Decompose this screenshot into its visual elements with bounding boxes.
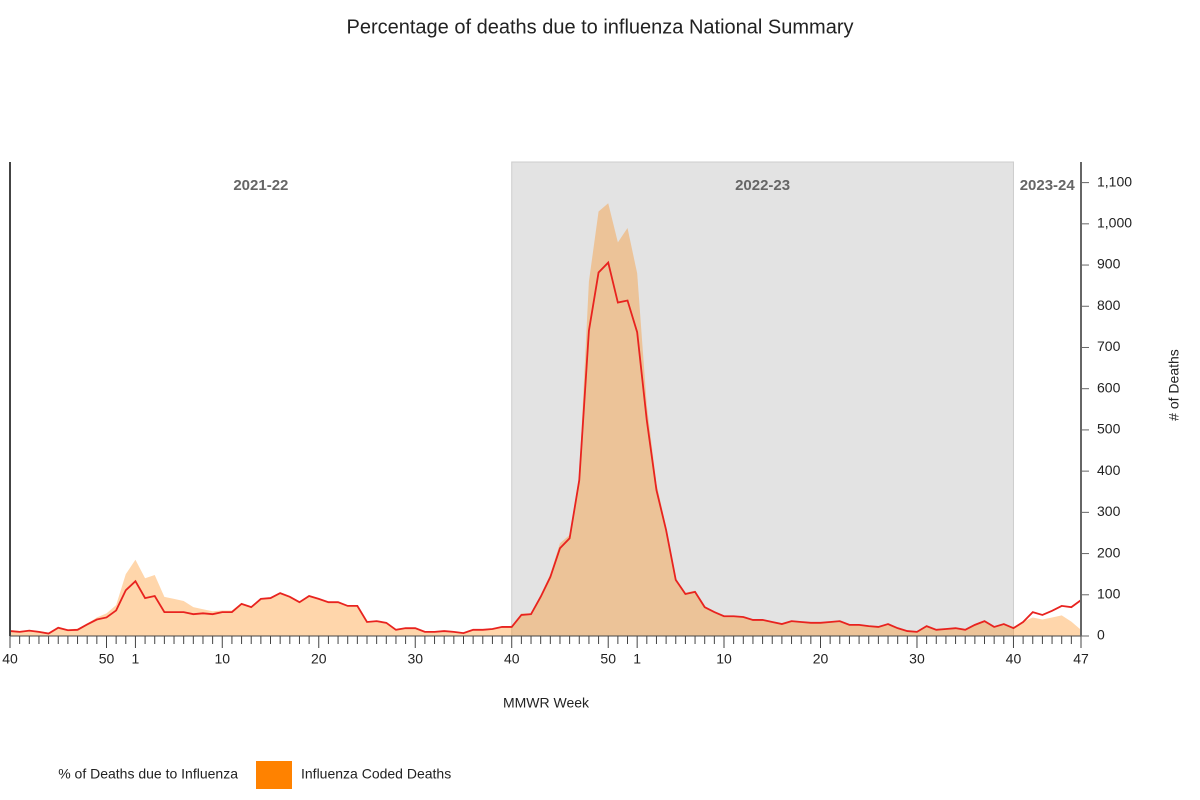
legend-label: % of Deaths due to Influenza	[58, 766, 238, 782]
season-label: 2021-22	[233, 177, 288, 194]
x-tick-label: 30	[909, 651, 925, 667]
legend-swatch	[256, 761, 292, 789]
y2-axis-label: # of Deaths	[1166, 349, 1182, 421]
y2-tick-label: 100	[1097, 585, 1121, 601]
season-label: 2023-24	[1020, 177, 1076, 194]
x-tick-label: 40	[1006, 651, 1022, 667]
x-tick-label: 10	[716, 651, 732, 667]
y2-tick-label: 500	[1097, 421, 1121, 437]
x-tick-label: 50	[600, 651, 616, 667]
x-tick-label: 1	[633, 651, 641, 667]
x-axis-label: MMWR Week	[503, 695, 590, 711]
y2-tick-label: 0	[1097, 627, 1105, 643]
y2-tick-label: 900	[1097, 256, 1121, 272]
x-tick-label: 20	[813, 651, 829, 667]
y2-tick-label: 600	[1097, 379, 1121, 395]
legend-label: Influenza Coded Deaths	[301, 766, 451, 782]
season-band	[511, 161, 1014, 637]
y2-tick-label: 200	[1097, 544, 1121, 560]
y2-tick-label: 1,000	[1097, 215, 1132, 231]
x-tick-label: 30	[407, 651, 423, 667]
x-tick-label: 40	[504, 651, 520, 667]
y2-tick-label: 300	[1097, 503, 1121, 519]
y2-tick-label: 400	[1097, 462, 1121, 478]
x-tick-label: 1	[132, 651, 140, 667]
y2-tick-label: 800	[1097, 297, 1121, 313]
x-tick-label: 10	[214, 651, 230, 667]
season-label: 2022-23	[735, 177, 790, 194]
line	[9, 260, 1082, 635]
x-tick-label: 50	[99, 651, 115, 667]
x-tick-label: 20	[311, 651, 327, 667]
y2-tick-label: 1,100	[1097, 173, 1132, 189]
x-tick-label: 40	[2, 651, 18, 667]
x-tick-label: 47	[1073, 651, 1089, 667]
chart-title: Percentage of deaths due to influenza Na…	[347, 16, 854, 38]
y2-tick-label: 700	[1097, 338, 1121, 354]
